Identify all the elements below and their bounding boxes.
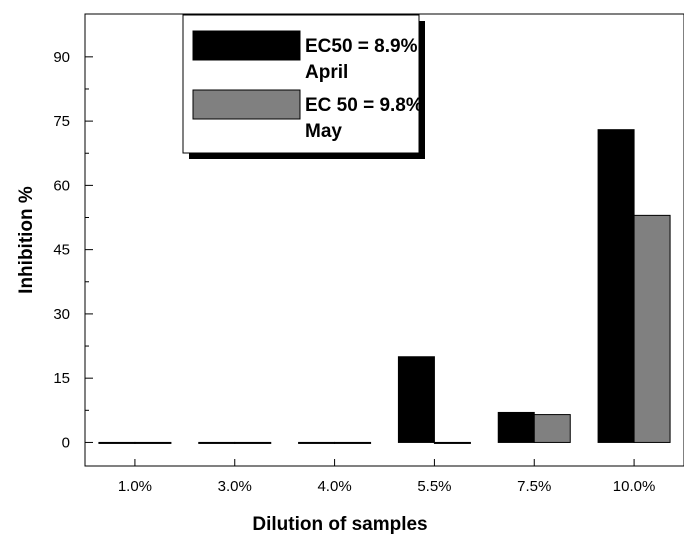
bar-april-1-0 <box>98 441 136 444</box>
legend-label-may-line2: May <box>305 121 342 142</box>
legend-swatch-april <box>192 30 301 61</box>
y-axis: 0 15 30 45 60 75 90 <box>53 49 93 451</box>
legend-swatch-may <box>192 89 301 120</box>
bar-april-10-0 <box>597 129 635 443</box>
bar-may-3-0 <box>234 441 272 444</box>
y-tick-label: 90 <box>53 49 70 66</box>
x-axis: 1.0% 3.0% 4.0% 5.5% 7.5% 10.0% <box>118 459 656 495</box>
x-tick-label: 4.0% <box>317 478 351 495</box>
y-tick-label: 60 <box>53 177 70 194</box>
bar-may-4-0 <box>334 441 372 444</box>
x-tick-label: 5.5% <box>417 478 451 495</box>
bar-may-7-5 <box>533 414 571 443</box>
y-tick-label: 15 <box>53 370 70 387</box>
bar-april-7-5 <box>497 411 535 443</box>
x-tick-label: 10.0% <box>613 478 656 495</box>
x-tick-label: 3.0% <box>218 478 252 495</box>
legend-label-april-line2: April <box>305 62 348 83</box>
legend-label-may-line1: EC 50 = 9.8% <box>305 95 423 116</box>
bar-may-5-5 <box>433 441 471 444</box>
y-tick-label: 75 <box>53 113 70 130</box>
bars-group <box>98 129 671 444</box>
bar-may-10-0 <box>633 214 671 443</box>
legend: EC50 = 8.9% April EC 50 = 9.8% May <box>182 14 425 159</box>
y-tick-label: 45 <box>53 242 70 259</box>
y-tick-label: 0 <box>62 434 70 451</box>
bar-april-4-0 <box>298 441 336 444</box>
plot-area <box>84 13 684 467</box>
y-tick-label: 30 <box>53 306 70 323</box>
x-axis-title: Dilution of samples <box>252 514 427 535</box>
bar-april-5-5 <box>397 356 435 443</box>
y-axis-title: Inhibition % <box>16 186 37 294</box>
legend-label-april-line1: EC50 = 8.9% <box>305 36 418 57</box>
bar-may-1-0 <box>134 441 172 444</box>
bar-april-3-0 <box>198 441 236 444</box>
x-tick-label: 7.5% <box>517 478 551 495</box>
plot-border <box>84 13 684 467</box>
x-tick-label: 1.0% <box>118 478 152 495</box>
